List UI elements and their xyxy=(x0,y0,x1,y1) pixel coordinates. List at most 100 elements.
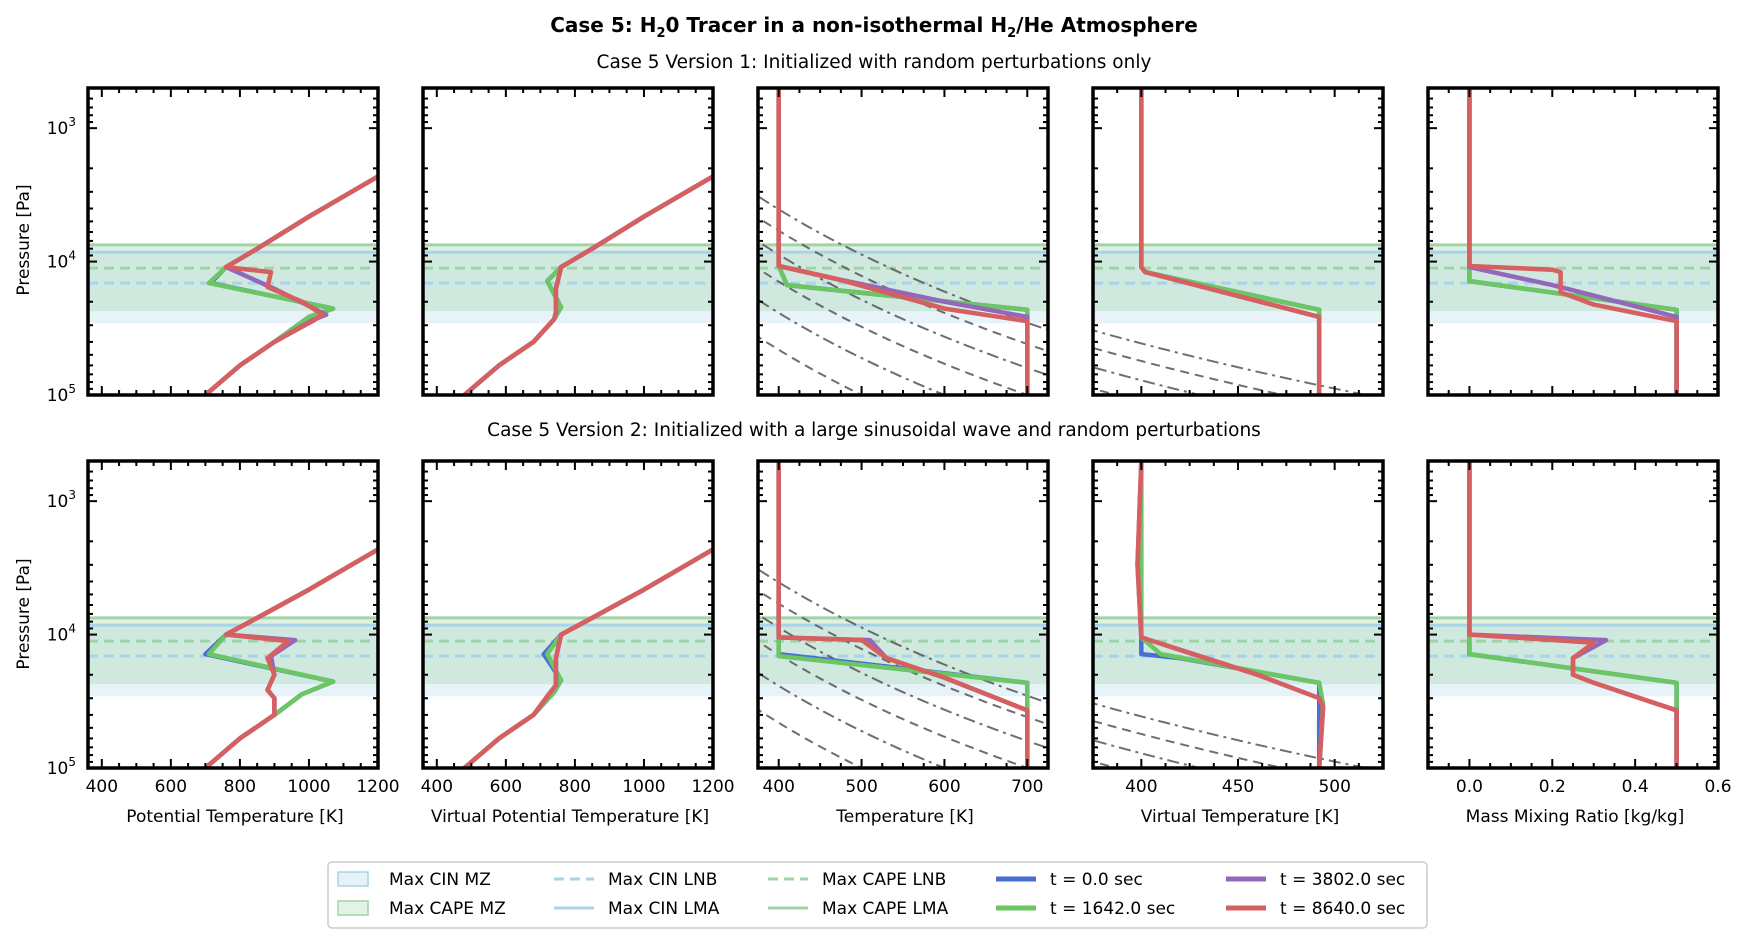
panel-r2-c1: 103 104 105 400 600 800 1000 1200 xyxy=(47,459,400,797)
band-max-cape-mz xyxy=(1428,244,1718,312)
legend-label-cin-lma: Max CIN LMA xyxy=(608,899,720,919)
panel-frame xyxy=(421,86,715,397)
panels: 103 104 105 103 104 105 400 600 800 1000 1200 400 60… xyxy=(47,86,1732,797)
dry-adiabat xyxy=(758,589,1048,726)
panel-frame xyxy=(421,459,715,770)
x-tick-label: 450 xyxy=(1222,777,1254,797)
x-tick-label: 1000 xyxy=(622,777,665,797)
dry-adiabat xyxy=(758,335,864,395)
panel-r1-c3 xyxy=(756,86,1050,397)
xlabel-virtual-temperature: Virtual Temperature [K] xyxy=(1141,807,1339,827)
dry-adiabat xyxy=(1093,366,1204,395)
legend-label-cin-lnb: Max CIN LNB xyxy=(608,870,717,890)
xlabel-virtual-potential-temperature: Virtual Potential Temperature [K] xyxy=(431,807,709,827)
legend-label-cin-mz: Max CIN MZ xyxy=(389,870,491,890)
panel-frame xyxy=(756,459,1050,770)
series-t1642 xyxy=(1139,88,1322,395)
xlabel-temperature: Temperature [K] xyxy=(835,807,974,827)
series-t8640 xyxy=(462,547,713,768)
x-tick-label: 500 xyxy=(1318,777,1350,797)
panel-frame xyxy=(86,459,380,770)
series-t8640 xyxy=(1467,461,1679,768)
x-tick-label: 1200 xyxy=(356,777,399,797)
y-tick-label: 104 xyxy=(47,622,76,646)
series-t3802 xyxy=(776,461,1030,768)
x-tick-label: 600 xyxy=(490,777,522,797)
series-t1642 xyxy=(1139,461,1326,768)
band-max-cin-mz xyxy=(1428,252,1718,324)
panel-plot-area xyxy=(423,547,713,768)
series-t8640 xyxy=(1139,88,1322,395)
x-tick-label: 600 xyxy=(155,777,187,797)
band-max-cape-mz xyxy=(758,617,1048,685)
dry-adiabat xyxy=(758,640,1031,768)
band-max-cape-mz xyxy=(423,617,713,685)
dry-adiabat xyxy=(758,568,1048,704)
series-t0 xyxy=(1139,88,1322,395)
band-max-cape-mz xyxy=(423,244,713,312)
panel-r1-c5 xyxy=(1426,86,1720,397)
band-max-cape-mz xyxy=(758,244,1048,312)
series-t8640 xyxy=(462,174,713,395)
dry-adiabat xyxy=(758,267,1031,395)
panel-r2-c5: 0.0 0.2 0.4 0.6 xyxy=(1426,459,1732,797)
series-t3802 xyxy=(776,88,1030,395)
dry-adiabat xyxy=(758,195,1048,331)
dry-adiabat xyxy=(1093,739,1204,768)
series-t0 xyxy=(1467,461,1679,768)
x-tick-label: 0.6 xyxy=(1704,777,1731,797)
panel-plot-area xyxy=(1093,461,1383,768)
figure-title: Case 5: H20 Tracer in a non-isothermal H… xyxy=(550,13,1198,41)
series-t8640 xyxy=(1467,88,1679,395)
series-t8640 xyxy=(1135,461,1326,768)
series-t0 xyxy=(1139,461,1322,768)
x-tick-label: 0.2 xyxy=(1539,777,1566,797)
legend-frame xyxy=(327,861,1428,929)
dry-adiabat xyxy=(758,708,864,768)
x-tick-label: 800 xyxy=(559,777,591,797)
panel-frame xyxy=(756,86,1050,397)
x-tick-label: 1200 xyxy=(691,777,734,797)
x-tick-label: 400 xyxy=(421,777,453,797)
series-t3802 xyxy=(1467,88,1679,395)
x-tick-label: 400 xyxy=(86,777,118,797)
band-max-cape-mz xyxy=(1093,617,1383,685)
legend-label-cape-mz: Max CAPE MZ xyxy=(389,899,506,919)
panel-r2-c2: 400 600 800 1000 1200 xyxy=(421,459,735,797)
x-tick-label: 400 xyxy=(762,777,794,797)
legend-label-cape-lma: Max CAPE LMA xyxy=(822,899,949,919)
series-t8640 xyxy=(203,174,378,395)
panel-plot-area xyxy=(88,174,378,395)
x-tick-label: 800 xyxy=(224,777,256,797)
x-tick-label: 700 xyxy=(1011,777,1043,797)
legend-label-t3802: t = 3802.0 sec xyxy=(1280,870,1405,890)
y-tick-label: 105 xyxy=(47,382,76,406)
series-t0 xyxy=(776,88,1030,395)
x-tick-label: 0.4 xyxy=(1622,777,1649,797)
xlabel-mass-mixing-ratio: Mass Mixing Ratio [kg/kg] xyxy=(1466,807,1685,827)
row-2-ylabel: Pressure [Pa] xyxy=(14,558,34,669)
panel-plot-area xyxy=(758,461,1048,768)
legend-label-t1642: t = 1642.0 sec xyxy=(1050,899,1175,919)
legend-label-t0: t = 0.0 sec xyxy=(1050,870,1143,890)
series-t8640 xyxy=(203,547,378,768)
dry-adiabat xyxy=(1093,719,1288,768)
row-2-title: Case 5 Version 2: Initialized with a lar… xyxy=(487,420,1261,441)
series-t1642 xyxy=(1467,88,1679,395)
band-max-cape-mz xyxy=(88,244,378,312)
series-t0 xyxy=(1467,88,1679,395)
dry-adiabat xyxy=(1093,329,1371,395)
dry-adiabat xyxy=(1093,702,1371,768)
panel-plot-area xyxy=(88,547,378,768)
series-t1642 xyxy=(776,461,1030,768)
legend-swatch-cape-mz xyxy=(337,900,369,916)
x-tick-label: 0.0 xyxy=(1456,777,1483,797)
panel-plot-area xyxy=(1428,461,1718,768)
panel-r2-c3: 400 500 600 700 xyxy=(756,459,1050,797)
series-t1642 xyxy=(776,88,1030,395)
legend-swatch-cin-mz xyxy=(337,871,369,887)
panel-r1-c1: 103 104 105 xyxy=(47,86,380,406)
legend: Max CIN MZ Max CAPE MZ Max CIN LNB Max C… xyxy=(327,861,1428,929)
series-t8640 xyxy=(776,461,1030,768)
